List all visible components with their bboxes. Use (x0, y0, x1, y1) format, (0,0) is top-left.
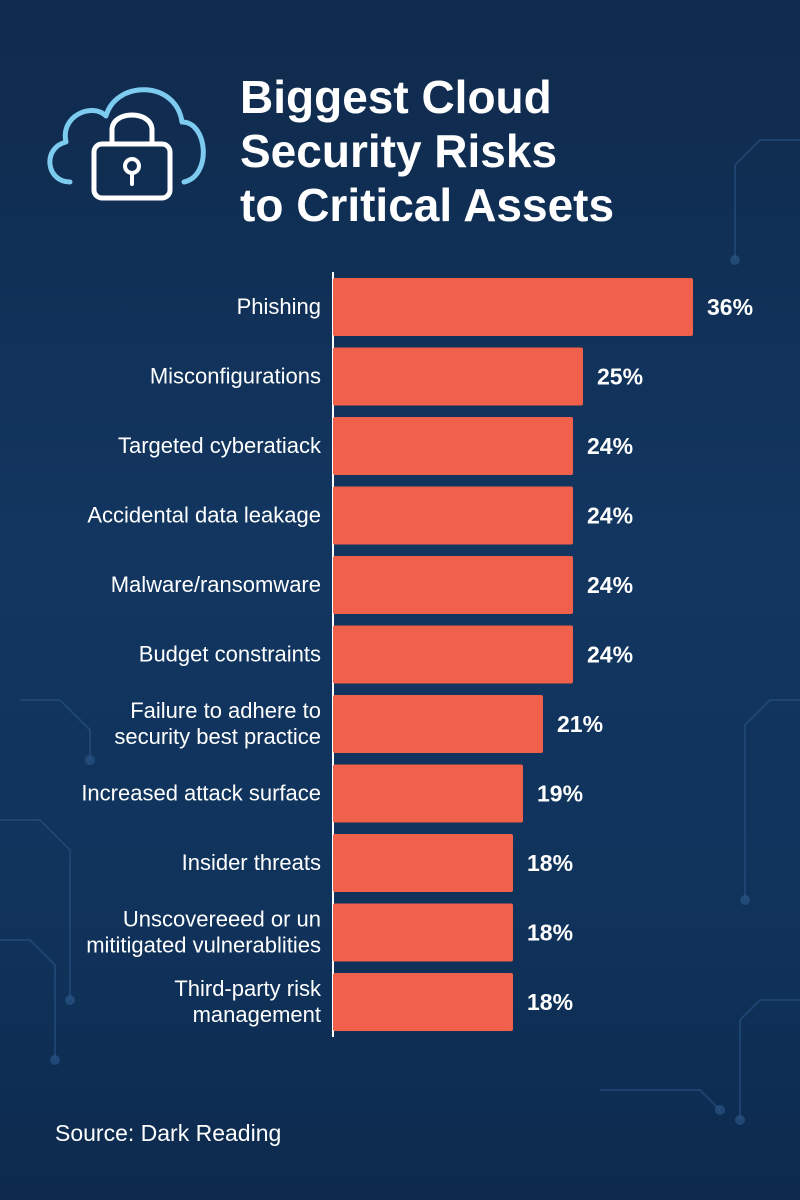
value-label: 24% (587, 642, 633, 668)
bar (333, 695, 543, 753)
category-label: Increased attack surface (81, 781, 321, 806)
category-label: Unscovereeed or un mititigated vulnerabli… (86, 907, 321, 958)
category-label-line: security best practice (114, 724, 321, 749)
category-label: Third-party risk management (174, 976, 322, 1027)
value-label: 25% (597, 364, 643, 390)
bar (333, 834, 513, 892)
category-label-line: Phishing (237, 294, 321, 319)
source-note: Source: Dark Reading (55, 1120, 282, 1146)
value-label: 18% (527, 989, 573, 1015)
category-label: Insider threats (182, 850, 321, 875)
category-label: Malware/ransomware (111, 572, 321, 597)
category-label-line: Budget constraints (139, 642, 321, 667)
value-label: 19% (537, 781, 583, 807)
category-label: Accidental data leakage (87, 503, 321, 528)
lock-shackle (109, 112, 155, 147)
title-line: to Critical Assets (240, 179, 615, 231)
value-label: 21% (557, 711, 603, 737)
category-label-line: management (193, 1002, 321, 1027)
category-label: Budget constraints (139, 642, 321, 667)
chart-title: Biggest Cloud Security Risks to Critical… (240, 70, 780, 232)
category-label-line: Third-party risk (174, 976, 322, 1001)
bar (333, 278, 693, 336)
category-label: Phishing (237, 294, 321, 319)
category-label-line: Malware/ransomware (111, 572, 321, 597)
cloud-outline (47, 87, 206, 185)
title-line: Biggest Cloud (240, 71, 552, 123)
category-label-line: Unscovereeed or un (123, 907, 321, 932)
value-label: 24% (587, 433, 633, 459)
category-label: Misconfigurations (150, 364, 321, 389)
category-label-line: Accidental data leakage (87, 503, 321, 528)
category-label-line: Targeted cyberatiack (118, 433, 322, 458)
category-label: Failure to adhere to security best practi… (114, 698, 321, 749)
cloud-lock-icon (47, 87, 206, 201)
bars-group: 36% Phishing 25% Misconfigurations 24% Target… (81, 278, 753, 1031)
category-label-line: Failure to adhere to (130, 698, 321, 723)
category-label-line: mititigated vulnerablities (86, 933, 321, 958)
category-label-line: Insider threats (182, 850, 321, 875)
bar (333, 347, 583, 406)
value-label: 24% (587, 503, 633, 529)
bar (333, 903, 513, 962)
category-label-line: Misconfigurations (150, 364, 321, 389)
title-line: Security Risks (240, 125, 558, 177)
value-label: 18% (527, 850, 573, 876)
value-label: 18% (527, 920, 573, 946)
bar (333, 764, 523, 823)
value-label: 36% (707, 294, 753, 320)
bar (333, 973, 513, 1031)
category-label-line: Increased attack surface (81, 781, 321, 806)
lock-body (91, 141, 173, 201)
bar (333, 417, 573, 475)
bar (333, 625, 573, 684)
bar (333, 556, 573, 614)
bar (333, 486, 573, 545)
value-label: 24% (587, 572, 633, 598)
category-label: Targeted cyberatiack (118, 433, 322, 458)
